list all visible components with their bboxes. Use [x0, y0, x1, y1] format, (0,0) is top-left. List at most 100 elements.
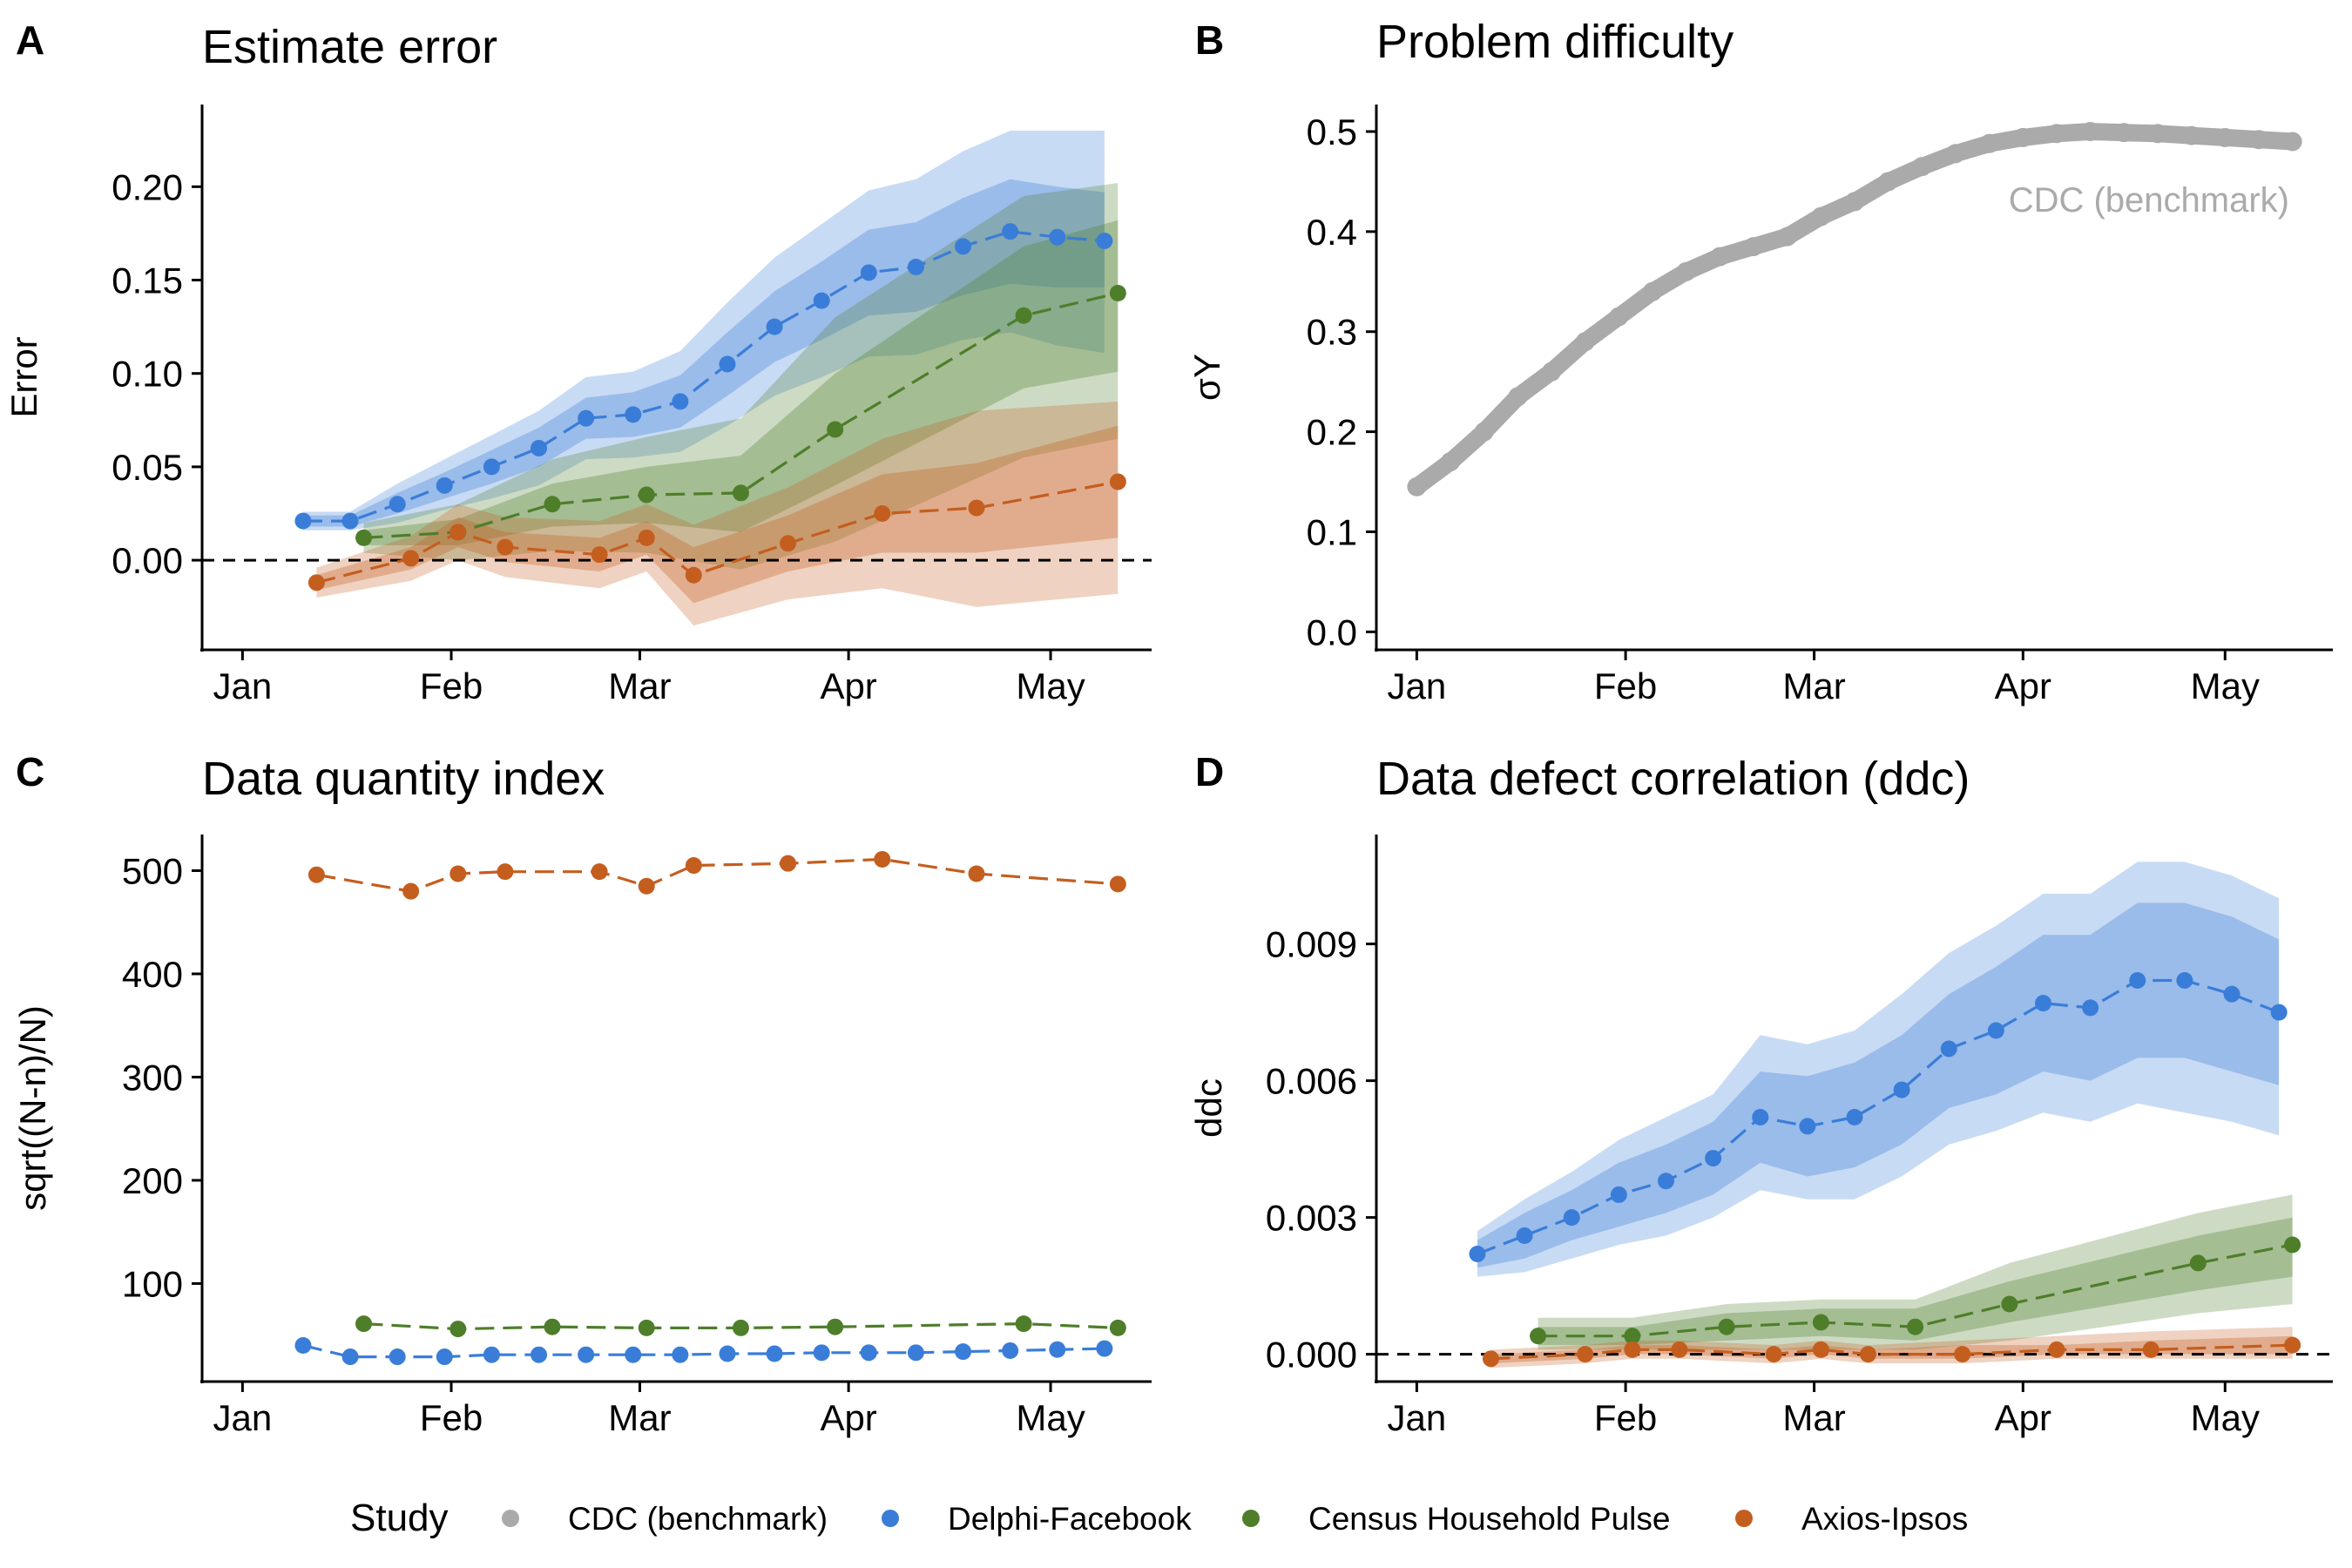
- y-tick-label: 0.5: [1307, 112, 1357, 152]
- data-point: [308, 866, 325, 883]
- data-point: [1705, 1150, 1722, 1167]
- data-point: [955, 238, 972, 255]
- series-axios-ipsos: [1482, 1336, 2301, 1368]
- x-tick-label: Feb: [1594, 1397, 1657, 1438]
- data-point: [1542, 362, 1562, 382]
- series-line: [1477, 978, 2280, 1255]
- y-tick-label: 100: [122, 1263, 183, 1304]
- x-tick-label: May: [2191, 1397, 2260, 1438]
- y-tick-label: 0.1: [1307, 511, 1357, 552]
- data-point: [402, 882, 420, 900]
- data-point: [483, 1346, 500, 1363]
- panel-c: C Data quantity index 100 200 300 400 500 Jan Fe…: [12, 749, 1152, 1438]
- legend-key: [1735, 1510, 1753, 1527]
- data-point: [531, 439, 548, 456]
- panel-a: A Estimate error 0.00 0.05 0.10 0.15 0.20 Jan Fe…: [3, 17, 1152, 706]
- y-tick-label: 0.0: [1307, 612, 1357, 652]
- data-point: [1109, 875, 1126, 893]
- data-point: [1474, 422, 1494, 442]
- data-point: [780, 535, 797, 552]
- data-point: [591, 863, 608, 881]
- data-point: [1987, 1022, 2004, 1039]
- series-cdc-benchmark: [1407, 122, 2302, 497]
- data-point: [531, 1346, 548, 1363]
- legend-item-axios-ipsos: Axios-Ipsos: [1735, 1501, 1968, 1537]
- legend-key: [882, 1510, 899, 1527]
- data-point: [2176, 971, 2193, 989]
- data-point: [578, 409, 595, 427]
- data-point: [1049, 1341, 1066, 1358]
- data-point: [1610, 1186, 1627, 1203]
- data-point: [1846, 1108, 1863, 1125]
- x-tick-label: Mar: [1782, 1397, 1845, 1438]
- data-point: [1710, 247, 1730, 267]
- data-point: [766, 1345, 783, 1362]
- delphi-facebook-ci95-band: [1477, 862, 2280, 1277]
- data-point: [2215, 127, 2235, 147]
- series-census-household-pulse: [355, 1315, 1126, 1338]
- x-tick-label: Jan: [1388, 1397, 1447, 1438]
- data-point: [2080, 122, 2100, 142]
- data-point: [672, 1346, 689, 1363]
- x-tick-label: Jan: [213, 1397, 273, 1438]
- series-line: [363, 291, 1119, 539]
- data-point: [1893, 1081, 1910, 1098]
- y-axis-title: ddc: [1188, 1078, 1229, 1138]
- y-tick-label: 0.20: [112, 166, 183, 207]
- data-point: [1609, 307, 1629, 327]
- data-point: [449, 1321, 467, 1338]
- data-point: [1469, 1245, 1486, 1262]
- data-point: [2001, 1295, 2018, 1313]
- y-tick-label: 200: [122, 1160, 183, 1201]
- series-delphi-facebook: [1469, 971, 2288, 1262]
- data-point: [1643, 281, 1663, 301]
- data-point: [732, 484, 749, 502]
- x-tick-label: Apr: [820, 666, 876, 706]
- panel-letter: A: [16, 17, 44, 63]
- data-point: [860, 264, 877, 281]
- data-point: [1912, 157, 1932, 177]
- data-point: [672, 393, 689, 410]
- x-tick-label: Jan: [213, 666, 273, 706]
- series-line: [302, 1343, 1105, 1359]
- data-point: [1878, 172, 1898, 192]
- data-point: [685, 857, 702, 875]
- axios-ipsos-ci95-band: [1490, 1327, 2293, 1369]
- data-point: [732, 1319, 749, 1336]
- data-point: [874, 505, 891, 522]
- data-point: [341, 512, 359, 530]
- data-point: [1744, 237, 1764, 257]
- data-point: [1945, 144, 1965, 164]
- y-tick-label: 0.10: [112, 354, 183, 395]
- axios-ipsos-ci50-band: [316, 425, 1119, 604]
- data-point: [436, 476, 453, 494]
- data-point: [1015, 1315, 1032, 1333]
- legend-item-census-household-pulse: Census Household Pulse: [1242, 1501, 1670, 1537]
- data-point: [449, 865, 467, 882]
- legend-item-cdc-benchmark: CDC (benchmark): [502, 1501, 828, 1537]
- data-point: [1508, 387, 1528, 407]
- data-point: [860, 1344, 877, 1362]
- data-point: [1765, 1346, 1782, 1363]
- series-line: [1490, 1343, 2293, 1361]
- data-point: [1109, 473, 1126, 490]
- series-delphi-facebook: [294, 223, 1113, 530]
- axios-ipsos-ci95-band: [316, 401, 1119, 626]
- y-tick-label: 0.05: [112, 447, 183, 488]
- data-point: [813, 292, 830, 309]
- data-point: [638, 877, 655, 895]
- census-household-pulse-ci95-band: [363, 183, 1119, 570]
- census-household-pulse-ci50-band: [363, 220, 1119, 545]
- series-line: [316, 857, 1119, 893]
- data-point: [2129, 971, 2146, 989]
- panel-letter: C: [16, 749, 44, 794]
- data-point: [1940, 1040, 1957, 1058]
- data-point: [2142, 1341, 2159, 1358]
- y-tick-label: 0.4: [1307, 212, 1357, 253]
- y-tick-label: 300: [122, 1057, 183, 1098]
- data-point: [544, 1318, 561, 1335]
- data-point: [625, 406, 642, 423]
- data-point: [1482, 1350, 1499, 1368]
- panel-b: B Problem difficulty CDC (benchmark) 0.0 0.1…: [1186, 16, 2333, 706]
